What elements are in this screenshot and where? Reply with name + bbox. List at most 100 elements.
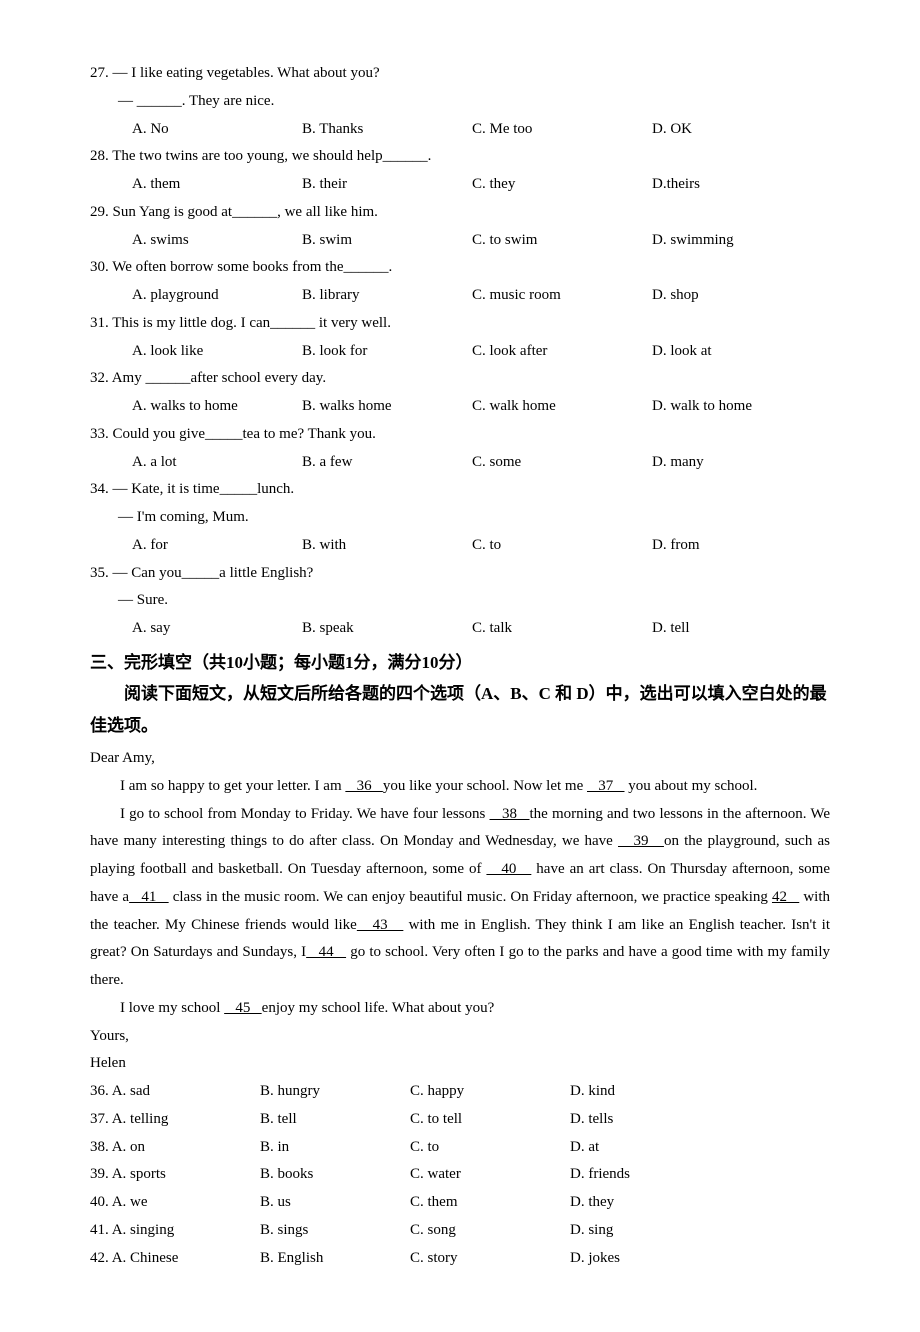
q27-num: 27.: [90, 65, 109, 81]
q33-d[interactable]: D. many: [652, 449, 822, 477]
c39-n: 39. A. sports: [90, 1161, 260, 1189]
c38-d[interactable]: D. at: [570, 1134, 740, 1162]
p2a: I go to school from Monday to Friday. We…: [120, 806, 490, 822]
c40-num: 40.: [90, 1194, 109, 1210]
c39-c[interactable]: C. water: [410, 1161, 570, 1189]
q28-choices: A. them B. their C. they D.theirs: [90, 171, 830, 199]
q32-text: Amy ______after school every day.: [112, 370, 326, 386]
q28-num: 28.: [90, 148, 109, 164]
q28-text: The two twins are too young, we should h…: [112, 148, 431, 164]
q29-d[interactable]: D. swimming: [652, 227, 822, 255]
p3b: enjoy my school life. What about you?: [262, 1000, 495, 1016]
q31-d[interactable]: D. look at: [652, 338, 822, 366]
c38-b[interactable]: B. in: [260, 1134, 410, 1162]
c41-c[interactable]: C. song: [410, 1217, 570, 1245]
q27-d[interactable]: D. OK: [652, 116, 822, 144]
q28-a[interactable]: A. them: [132, 171, 302, 199]
c41-a[interactable]: A. singing: [112, 1222, 175, 1238]
c42-c[interactable]: C. story: [410, 1245, 570, 1273]
c39-a[interactable]: A. sports: [112, 1166, 166, 1182]
q27-sub: — ______. They are nice.: [90, 88, 830, 116]
q31-b[interactable]: B. look for: [302, 338, 472, 366]
blank-44[interactable]: 44: [306, 944, 346, 960]
q30-a[interactable]: A. playground: [132, 282, 302, 310]
c40-a[interactable]: A. we: [112, 1194, 148, 1210]
c36-b[interactable]: B. hungry: [260, 1078, 410, 1106]
q32-c[interactable]: C. walk home: [472, 393, 652, 421]
q35-b[interactable]: B. speak: [302, 615, 472, 643]
q29-b[interactable]: B. swim: [302, 227, 472, 255]
q28-d[interactable]: D.theirs: [652, 171, 822, 199]
q29-c[interactable]: C. to swim: [472, 227, 652, 255]
q35-d[interactable]: D. tell: [652, 615, 822, 643]
c37-a[interactable]: A. telling: [112, 1111, 169, 1127]
c36-d[interactable]: D. kind: [570, 1078, 740, 1106]
c36-a[interactable]: A. sad: [112, 1083, 150, 1099]
q34-d[interactable]: D. from: [652, 532, 822, 560]
q35-text: — Can you_____a little English?: [113, 565, 314, 581]
c41-n: 41. A. singing: [90, 1217, 260, 1245]
q34-sub: — I'm coming, Mum.: [90, 504, 830, 532]
q35-a[interactable]: A. say: [132, 615, 302, 643]
c40-c[interactable]: C. them: [410, 1189, 570, 1217]
blank-36[interactable]: 36: [345, 778, 383, 794]
blank-37[interactable]: 37: [587, 778, 625, 794]
c38-c[interactable]: C. to: [410, 1134, 570, 1162]
c38-a[interactable]: A. on: [112, 1139, 145, 1155]
c41-b[interactable]: B. sings: [260, 1217, 410, 1245]
q30-d[interactable]: D. shop: [652, 282, 822, 310]
q35-num: 35.: [90, 565, 109, 581]
c41-d[interactable]: D. sing: [570, 1217, 740, 1245]
c39-b[interactable]: B. books: [260, 1161, 410, 1189]
greeting: Dear Amy,: [90, 745, 830, 773]
q30-c[interactable]: C. music room: [472, 282, 652, 310]
blank-39[interactable]: 39: [618, 833, 664, 849]
q33-c[interactable]: C. some: [472, 449, 652, 477]
q30-stem: 30. We often borrow some books from the_…: [90, 254, 830, 282]
c40-n: 40. A. we: [90, 1189, 260, 1217]
q29-num: 29.: [90, 204, 109, 220]
c40-b[interactable]: B. us: [260, 1189, 410, 1217]
p1b: you like your school. Now let me: [383, 778, 587, 794]
q32-d[interactable]: D. walk to home: [652, 393, 822, 421]
blank-42[interactable]: 42: [772, 889, 799, 905]
q32-a[interactable]: A. walks to home: [132, 393, 302, 421]
q31-c[interactable]: C. look after: [472, 338, 652, 366]
q31-a[interactable]: A. look like: [132, 338, 302, 366]
q34-b[interactable]: B. with: [302, 532, 472, 560]
q34-c[interactable]: C. to: [472, 532, 652, 560]
q27-a[interactable]: A. No: [132, 116, 302, 144]
c41-num: 41.: [90, 1222, 109, 1238]
c39-d[interactable]: D. friends: [570, 1161, 740, 1189]
c36-num: 36.: [90, 1083, 109, 1099]
c37-b[interactable]: B. tell: [260, 1106, 410, 1134]
q28-b[interactable]: B. their: [302, 171, 472, 199]
blank-45[interactable]: 45: [224, 1000, 262, 1016]
c36-c[interactable]: C. happy: [410, 1078, 570, 1106]
q31-text: This is my little dog. I can______ it ve…: [112, 315, 391, 331]
q34-a[interactable]: A. for: [132, 532, 302, 560]
c37-d[interactable]: D. tells: [570, 1106, 740, 1134]
c38-num: 38.: [90, 1139, 109, 1155]
c42-a[interactable]: A. Chinese: [112, 1250, 179, 1266]
c40-d[interactable]: D. they: [570, 1189, 740, 1217]
c37-c[interactable]: C. to tell: [410, 1106, 570, 1134]
q33-b[interactable]: B. a few: [302, 449, 472, 477]
q34-sub-text: — I'm coming, Mum.: [118, 509, 249, 525]
c36-n: 36. A. sad: [90, 1078, 260, 1106]
q32-b[interactable]: B. walks home: [302, 393, 472, 421]
q29-a[interactable]: A. swims: [132, 227, 302, 255]
c42-b[interactable]: B. English: [260, 1245, 410, 1273]
q35-choices: A. say B. speak C. talk D. tell: [90, 615, 830, 643]
q30-b[interactable]: B. library: [302, 282, 472, 310]
blank-40[interactable]: 40: [486, 861, 531, 877]
q27-b[interactable]: B. Thanks: [302, 116, 472, 144]
q28-c[interactable]: C. they: [472, 171, 652, 199]
q35-c[interactable]: C. talk: [472, 615, 652, 643]
blank-43[interactable]: 43: [357, 917, 404, 933]
q33-a[interactable]: A. a lot: [132, 449, 302, 477]
q27-c[interactable]: C. Me too: [472, 116, 652, 144]
c42-d[interactable]: D. jokes: [570, 1245, 740, 1273]
blank-38[interactable]: 38: [490, 806, 530, 822]
blank-41[interactable]: 41: [129, 889, 169, 905]
